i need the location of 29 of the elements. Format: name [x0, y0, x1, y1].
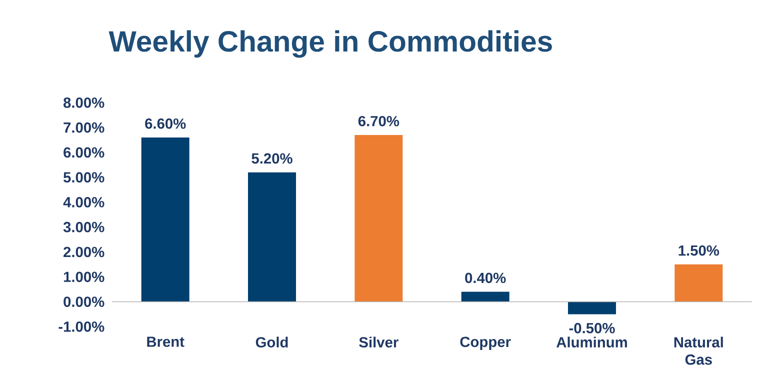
- bar: [674, 264, 723, 302]
- y-tick-label: 4.00%: [63, 197, 104, 208]
- data-label: -0.50%: [569, 322, 615, 334]
- y-tick-label: 6.00%: [64, 147, 104, 158]
- x-tick-label: Silver: [359, 336, 398, 348]
- bar: [568, 302, 616, 314]
- x-tick-label: Copper: [460, 336, 511, 350]
- data-label: 5.20%: [252, 153, 292, 164]
- data-label: 6.60%: [145, 118, 186, 129]
- y-tick-label: 1.00%: [64, 272, 104, 282]
- y-tick-label: 2.00%: [64, 246, 104, 258]
- y-tick-label: 8.00%: [64, 97, 104, 108]
- bar: [248, 172, 296, 302]
- x-tick-label: Aluminum: [556, 336, 627, 348]
- chart-title: Weekly Change in Commodities: [108, 30, 552, 58]
- bar: [461, 292, 510, 302]
- x-tick-label: Natural Gas: [674, 336, 723, 365]
- data-label: 0.40%: [465, 272, 506, 284]
- y-tick-label: 5.00%: [64, 172, 104, 183]
- data-label: 1.50%: [678, 245, 720, 256]
- data-label: 6.70%: [358, 116, 400, 126]
- x-tick-label: Gold: [256, 336, 288, 348]
- y-tick-label: 7.00%: [64, 122, 104, 133]
- y-tick-label: 0.00%: [64, 296, 104, 307]
- x-tick-label: Brent: [147, 336, 184, 347]
- y-tick-label: 3.00%: [63, 222, 104, 232]
- y-tick-label: -1.00%: [58, 321, 104, 332]
- bar: [141, 138, 190, 302]
- bar: [354, 135, 403, 302]
